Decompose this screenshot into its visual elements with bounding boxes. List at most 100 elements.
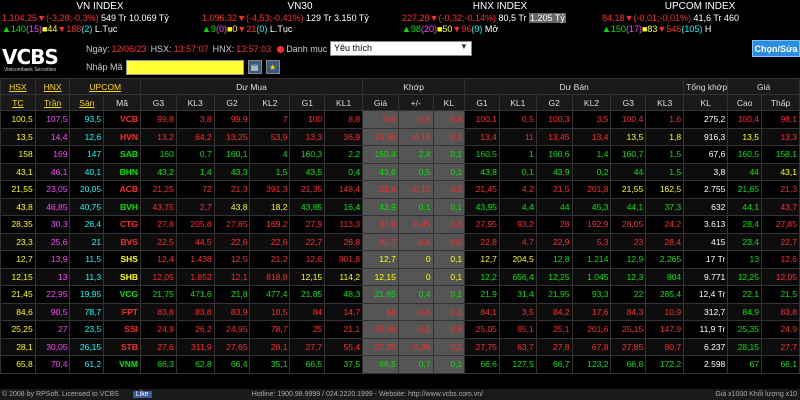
column-header[interactable]: G3	[610, 94, 647, 111]
session-status: L.Tục	[94, 24, 118, 34]
table-cell: 18,2	[249, 197, 291, 216]
table-cell: 48,3	[324, 285, 364, 304]
column-header[interactable]: KL2	[571, 94, 612, 111]
table-cell: 67,6	[683, 145, 729, 164]
upcom-link[interactable]: UPCOM	[69, 78, 141, 95]
symbol-input[interactable]	[125, 59, 244, 75]
table-cell: 65,8	[0, 355, 36, 374]
symbol-cell[interactable]: SHB	[103, 267, 141, 286]
table-cell: 0,7	[397, 355, 434, 374]
column-header[interactable]: G2	[535, 94, 573, 111]
column-header[interactable]: KL2	[249, 94, 291, 111]
table-cell: 192,9	[571, 215, 612, 234]
column-header[interactable]: G3	[139, 94, 177, 111]
table-cell: 84	[289, 302, 326, 321]
table-row[interactable]: 65,8 70,4 61,2 VNM 66,3 62,8 66,4 35,1 66,5 37,5 6…	[0, 355, 800, 374]
table-cell: 147,9	[645, 320, 685, 339]
table-cell: 53,9	[249, 127, 291, 146]
index-ticker: VN INDEX 1.104,25▼(-3,28;-0,3%) 549 Tr 10…	[0, 0, 800, 40]
table-cell: 27,65	[213, 337, 251, 356]
table-row[interactable]: 12,15 13 11,3 SHB 12,05 1.852 12,1 818,8 12,15 11…	[0, 267, 800, 286]
table-cell: 1,4	[571, 145, 612, 164]
table-cell: 43,9	[362, 197, 399, 216]
table-cell: 27,95	[464, 215, 500, 234]
column-header[interactable]: G2	[213, 94, 251, 111]
table-cell: 22,5	[139, 232, 177, 251]
symbol-cell[interactable]: BVH	[103, 197, 141, 216]
column-header[interactable]: KL	[432, 94, 466, 111]
column-header[interactable]: Sàn	[69, 94, 105, 111]
symbol-cell[interactable]: BVS	[103, 232, 141, 251]
chon-sua-button[interactable]: Chọn/Sửa	[752, 40, 800, 57]
square-icon: ■	[41, 24, 48, 34]
column-header[interactable]: Cao	[727, 94, 762, 111]
table-row[interactable]: 12,7 13,9 11,5 SHS 12,4 1.438 12,5 21,2 12,6 901,…	[0, 250, 800, 269]
table-cell: 0,1	[432, 145, 466, 164]
column-header[interactable]: KL3	[645, 94, 685, 111]
column-header[interactable]: Trần	[34, 94, 71, 111]
table-cell: 205,8	[175, 215, 215, 234]
symbol-cell[interactable]: SAB	[103, 145, 141, 164]
index-value: 227,28	[402, 13, 430, 23]
symbol-cell[interactable]: VCB	[103, 110, 141, 129]
index-breadth: ▲9(0)■0▼21(0) L.Tục	[202, 24, 398, 34]
table-cell: 11,3	[69, 267, 105, 286]
table-cell: 80,7	[645, 337, 685, 356]
table-cell: 46,1	[34, 162, 71, 181]
table-row[interactable]: 28,1 30,05 26,15 STB 27,6 311,9 27,65 28,1 27,7 5…	[0, 337, 800, 356]
column-header[interactable]: KL3	[175, 94, 215, 111]
symbol-cell[interactable]: VNM	[103, 355, 141, 374]
table-cell: 0,1	[432, 267, 466, 286]
table-cell: 201,6	[571, 320, 612, 339]
table-row[interactable]: 13,5 14,4 12,6 HVN 13,2 64,2 13,25 53,9 13,3 36,9…	[0, 127, 800, 146]
ceiling-count: (15)	[25, 24, 42, 34]
table-row[interactable]: 43,1 46,1 40,1 BHN 43,2 1,4 43,3 1,5 43,5 0,4 43,6…	[0, 162, 800, 181]
symbol-cell[interactable]: STB	[103, 337, 141, 356]
column-header[interactable]: Giá	[362, 94, 399, 111]
table-row[interactable]: 100,5 107,5 93,5 VCB 99,8 3,8 99,9 7 100 8,8 100 -0…	[0, 110, 800, 129]
table-row[interactable]: 23,3 25,6 21 BVS 22,5 44,5 22,6 22,6 22,7 26,8 22,…	[0, 232, 800, 251]
column-header[interactable]: KL	[683, 94, 729, 111]
column-header[interactable]: Mã	[103, 94, 141, 111]
symbol-cell[interactable]: SHS	[103, 250, 141, 269]
hnx-link[interactable]: HNX	[34, 78, 71, 95]
table-cell: 158,1	[760, 145, 800, 164]
column-header[interactable]: KL1	[324, 94, 364, 111]
table-row[interactable]: 43,8 46,85 40,75 BVH 43,75 2,7 43,8 18,2 43,85 16…	[0, 197, 800, 216]
column-header[interactable]: TC	[0, 94, 36, 111]
column-header[interactable]: KL1	[498, 94, 537, 111]
facebook-like-button[interactable]: Like	[132, 391, 152, 398]
table-row[interactable]: 158 169 147 SAB 160 0,7 160,1 4 160,3 2,2 160,4 2,4…	[0, 145, 800, 164]
table-cell: 901,8	[324, 250, 364, 269]
chart-icon[interactable]: ▤	[247, 60, 262, 74]
column-header[interactable]: Thấp	[760, 94, 800, 111]
floor-value: 0	[259, 24, 265, 34]
du-mua-header: Dư Mua	[139, 78, 364, 95]
column-header[interactable]: G1	[289, 94, 326, 111]
board-body: 100,5 107,5 93,5 VCB 99,8 3,8 99,9 7 100 8,8 100 -0…	[0, 110, 800, 374]
table-cell: 21,55	[610, 180, 647, 199]
column-header[interactable]: +/-	[397, 94, 434, 111]
table-cell: 2,7	[175, 197, 215, 216]
table-row[interactable]: 84,6 90,5 78,7 FPT 83,8 83,8 83,9 10,5 84 14,7 84-…	[0, 302, 800, 321]
symbol-cell[interactable]: SSI	[103, 320, 141, 339]
table-row[interactable]: 25,25 27 23,5 SSI 24,9 26,2 24,95 78,7 25 21,1 25,…	[0, 320, 800, 339]
watchlist-select[interactable]: Yêu thích ▼	[330, 41, 472, 56]
symbol-cell[interactable]: HVN	[103, 127, 141, 146]
symbol-cell[interactable]: ACB	[103, 180, 141, 199]
hsx-link[interactable]: HSX	[0, 78, 36, 95]
column-header[interactable]: G1	[464, 94, 500, 111]
index-value-line: 1.104,25▼(-3,28;-0,3%) 549 Tr 10.069 Tỷ	[2, 13, 198, 23]
table-row[interactable]: 28,35 30,3 26,4 CTG 27,8 205,8 27,85 169,2 27,9 1…	[0, 215, 800, 234]
table-cell: 11,5	[69, 250, 105, 269]
symbol-cell[interactable]: BHN	[103, 162, 141, 181]
arrow-down-icon: ▼	[429, 13, 439, 23]
table-row[interactable]: 21,45 22,95 19,95 VCG 21,75 471,6 21,8 477,4 21,…	[0, 285, 800, 304]
symbol-cell[interactable]: FPT	[103, 302, 141, 321]
table-cell: 20,05	[69, 180, 105, 199]
star-icon[interactable]: ★	[265, 60, 280, 74]
symbol-cell[interactable]: VCG	[103, 285, 141, 304]
symbol-cell[interactable]: CTG	[103, 215, 141, 234]
table-row[interactable]: 21,55 23,05 20,05 ACB 21,25 72 21,3 391,3 21,35 1…	[0, 180, 800, 199]
table-cell: 21,85	[289, 285, 326, 304]
